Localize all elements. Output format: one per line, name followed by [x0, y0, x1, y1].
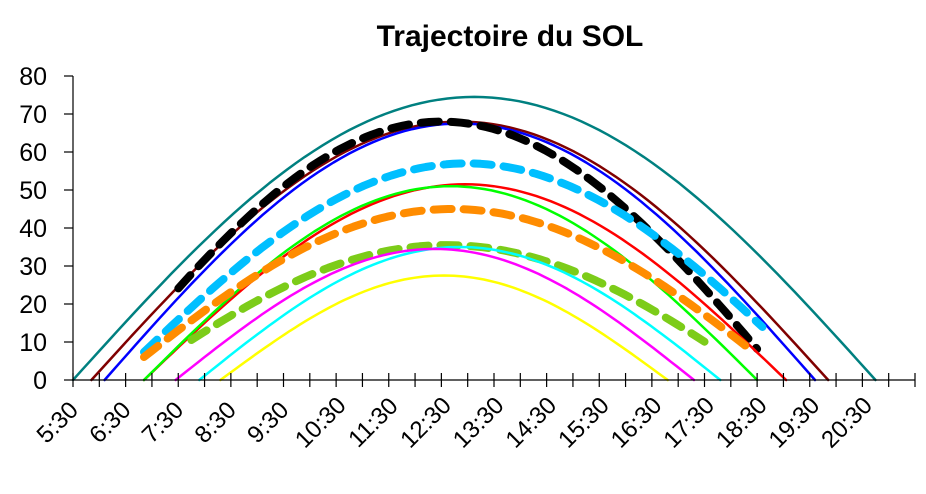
series-line-1	[71, 95, 877, 382]
x-tick-label: 15:30	[553, 392, 615, 454]
chart-title: Trajectoire du SOL	[377, 20, 644, 53]
x-tick-label: 5:30	[32, 397, 84, 449]
series-line-10	[198, 245, 722, 382]
y-tick-label: 20	[19, 291, 47, 319]
x-tick-label: 11:30	[343, 393, 403, 453]
series-line-4	[174, 117, 762, 353]
y-tick-label: 70	[19, 101, 47, 129]
y-tick-label: 30	[19, 253, 47, 281]
y-tick-label: 0	[33, 367, 47, 395]
x-tick-label: 14:30	[501, 392, 563, 454]
y-tick-label: 50	[19, 177, 47, 205]
x-tick-label: 19:30	[764, 392, 826, 454]
series-line-8	[140, 205, 756, 361]
x-tick-label: 20:30	[816, 392, 878, 454]
x-tick-label: 17:30	[658, 392, 720, 454]
series-line-9	[187, 241, 709, 346]
y-tick-label: 10	[19, 329, 47, 357]
x-tick-label: 9:30	[242, 397, 294, 449]
series-line-12	[219, 274, 669, 382]
x-tick-label: 16:30	[606, 392, 668, 454]
y-tick-label: 80	[19, 63, 47, 91]
x-tick-label: 8:30	[190, 397, 242, 449]
series-layer	[71, 95, 877, 382]
x-tick-label: 7:30	[137, 397, 189, 449]
x-tick-label: 6:30	[84, 397, 136, 449]
series-line-5	[140, 159, 767, 356]
series-line-11	[174, 247, 696, 382]
x-tick-label: 10:30	[290, 392, 352, 454]
y-tick-label: 40	[19, 215, 47, 243]
x-tick-label: 18:30	[711, 392, 773, 454]
x-tick-label: 12:30	[395, 392, 457, 454]
y-tick-label: 60	[19, 139, 47, 167]
x-tick-label: 13:30	[448, 392, 510, 454]
